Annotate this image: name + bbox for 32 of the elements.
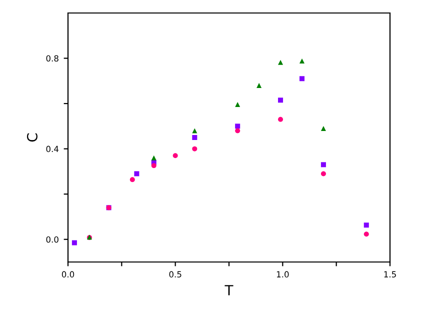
point [364,232,369,237]
point [320,162,326,168]
y-axis-title: C [26,133,38,142]
point [192,146,198,152]
point [320,171,326,176]
point [235,128,240,134]
point [364,222,369,228]
x-tick-label: 0.0 [62,271,74,278]
point [235,102,240,107]
point [256,82,262,88]
point [130,177,135,182]
point [172,153,178,158]
y-tick-label: 0.0 [46,236,58,243]
point [278,98,284,103]
point [151,155,156,160]
point [192,128,198,134]
point [299,76,304,82]
point [151,163,156,168]
point [278,116,284,122]
y-tick-label: 0.4 [46,146,59,152]
point [235,124,240,129]
point [320,126,326,131]
point [278,60,284,65]
point [72,240,77,246]
y-tick-label: 0.8 [46,55,58,62]
point [192,134,198,140]
x-tick-label: 1.5 [384,271,396,278]
x-tick-label: 1.0 [276,271,289,278]
x-axis-title: T [224,285,234,296]
point [134,171,140,176]
x-tick-label: 0.5 [169,271,182,278]
point [299,58,304,64]
